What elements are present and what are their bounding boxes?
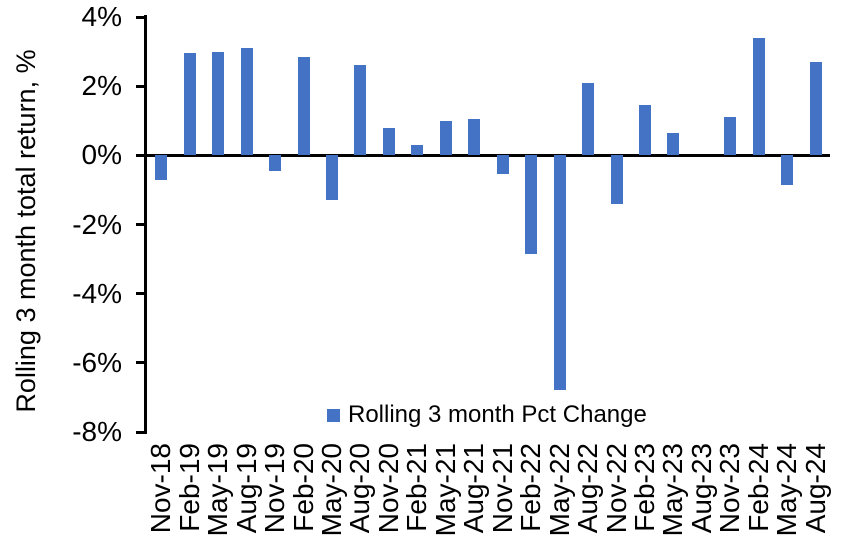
- bar-Aug-19: [240, 48, 253, 156]
- y-tick-label: 4%: [81, 1, 122, 32]
- x-tick-label: Nov-22: [600, 443, 632, 534]
- x-tick-label: Aug-24: [799, 443, 831, 534]
- x-tick-label: Feb-19: [173, 443, 205, 532]
- y-tick-mark: [136, 292, 147, 296]
- bar-Nov-23: [724, 117, 737, 156]
- x-tick-label: Aug-20: [344, 443, 376, 534]
- bar-May-20: [325, 155, 338, 201]
- bar-May-24: [781, 155, 794, 185]
- x-tick-label: Nov-19: [259, 443, 291, 534]
- y-tick-label: 2%: [81, 70, 122, 102]
- bar-Nov-20: [382, 127, 395, 156]
- y-tick-mark: [136, 223, 147, 226]
- y-tick-label: -6%: [72, 346, 122, 378]
- bar-Nov-18: [155, 155, 168, 180]
- x-tick-label: Feb-20: [287, 443, 319, 532]
- x-tick-label: Nov-23: [714, 443, 746, 534]
- x-tick-label: May-21: [429, 443, 461, 537]
- x-tick-label: May-20: [315, 443, 347, 537]
- y-tick-mark: [136, 361, 147, 365]
- x-tick-label: May-23: [657, 443, 689, 537]
- bar-Nov-22: [610, 155, 623, 204]
- bar-May-19: [212, 51, 225, 156]
- legend: Rolling 3 month Pct Change: [327, 401, 647, 428]
- x-tick-label: Aug-21: [458, 443, 490, 534]
- y-tick-label: -2%: [72, 208, 122, 240]
- bar-Aug-22: [582, 82, 595, 156]
- bar-Feb-24: [752, 37, 765, 156]
- bar-May-22: [553, 155, 566, 391]
- y-tick-label: 0%: [81, 139, 122, 171]
- bar-Nov-19: [269, 155, 282, 171]
- x-tick-label: Nov-21: [486, 443, 518, 534]
- y-axis-line: [144, 15, 147, 434]
- x-axis-zero-line: [147, 154, 830, 157]
- y-tick-mark: [136, 84, 147, 88]
- bar-Feb-19: [183, 53, 196, 156]
- y-tick-mark: [136, 15, 147, 19]
- x-tick-label: May-22: [543, 443, 575, 537]
- x-tick-label: Nov-18: [145, 443, 177, 534]
- x-tick-label: Aug-22: [572, 443, 604, 534]
- y-tick-mark: [136, 153, 147, 157]
- bar-May-21: [439, 120, 452, 156]
- bar-Feb-22: [525, 155, 538, 254]
- x-tick-label: Feb-24: [742, 443, 774, 532]
- x-tick-label: Feb-21: [401, 443, 433, 532]
- x-tick-label: Nov-20: [372, 443, 404, 534]
- legend-color-swatch: [327, 408, 340, 422]
- bar-Feb-20: [297, 56, 310, 156]
- y-tick-label: -4%: [72, 277, 122, 309]
- x-tick-label: May-19: [202, 443, 234, 537]
- bar-May-23: [667, 132, 680, 156]
- x-tick-label: Feb-22: [515, 443, 547, 532]
- bar-Feb-23: [639, 105, 652, 156]
- y-tick-mark: [136, 430, 147, 434]
- legend-label: Rolling 3 month Pct Change: [348, 401, 647, 428]
- x-tick-label: Aug-19: [230, 443, 262, 534]
- y-tick-label: -8%: [72, 416, 122, 447]
- bar-Aug-24: [809, 61, 822, 156]
- bar-Aug-20: [354, 65, 367, 156]
- bar-Feb-21: [411, 144, 424, 156]
- x-tick-label: May-24: [771, 443, 803, 537]
- x-tick-label: Feb-23: [629, 443, 661, 532]
- bar-Aug-21: [468, 119, 481, 156]
- bar-Nov-21: [496, 155, 509, 175]
- x-tick-label: Aug-23: [685, 443, 717, 534]
